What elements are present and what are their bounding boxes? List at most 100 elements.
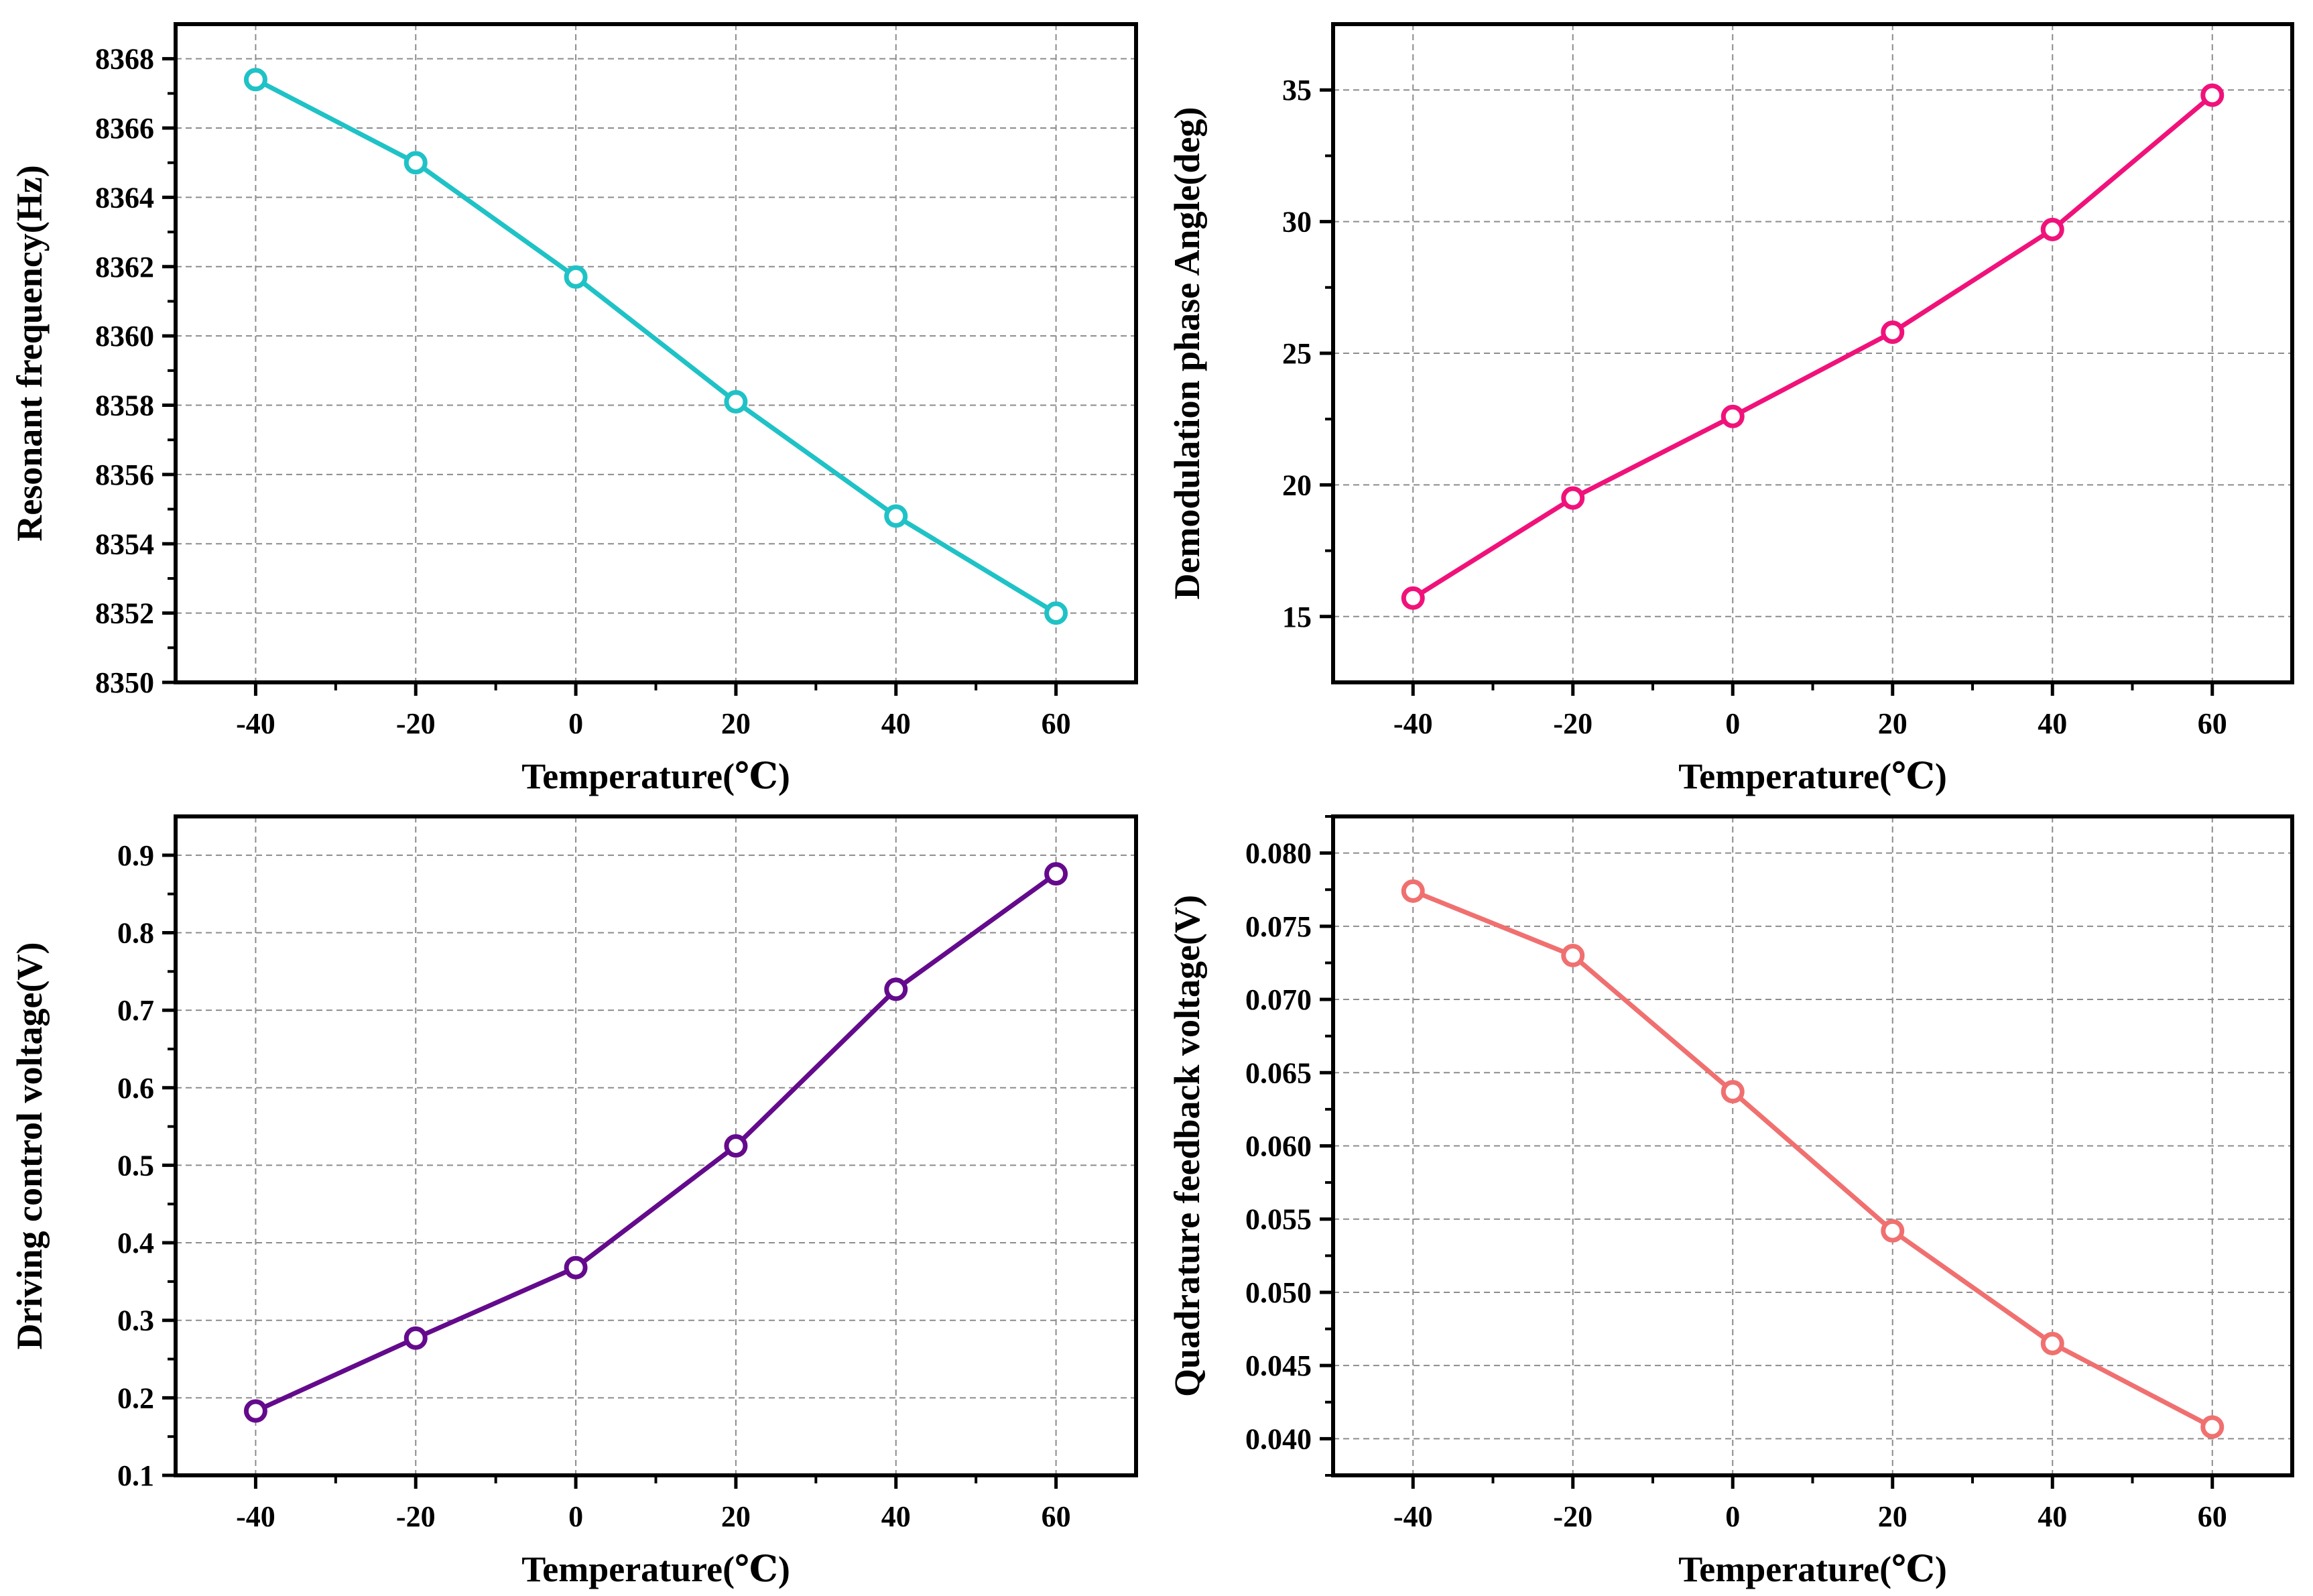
x-tick-label: 40 xyxy=(2038,707,2067,740)
x-tick-label: 40 xyxy=(881,707,911,740)
x-tick-label: 20 xyxy=(1878,707,1908,740)
driving-control-voltage-data-point xyxy=(564,1255,588,1280)
quadrature-feedback-voltage-data-point xyxy=(2040,1331,2064,1355)
x-tick-label: -20 xyxy=(1553,707,1592,740)
demodulation-phase-series-line xyxy=(1412,93,2214,601)
y-tick-label: 8360 xyxy=(95,320,154,353)
driving-control-voltage-data-point xyxy=(243,1399,267,1423)
y-tick-label: 0.045 xyxy=(1245,1349,1312,1382)
resonant-frequency-data-point xyxy=(403,151,428,175)
x-tick-label: 0 xyxy=(1725,1500,1740,1533)
driving-control-voltage-data-point xyxy=(724,1134,748,1158)
quadrature-feedback-voltage-data-point xyxy=(2200,1415,2225,1439)
y-tick-label: 35 xyxy=(1282,74,1312,107)
x-tick-label: 0 xyxy=(1725,707,1740,740)
x-tick-label: 60 xyxy=(1042,707,1071,740)
x-tick-label: 60 xyxy=(2198,707,2227,740)
x-tick-label: -40 xyxy=(1393,1500,1433,1533)
y-tick-label: 8368 xyxy=(95,43,154,76)
resonant-frequency-data-point xyxy=(564,265,588,289)
y-tick-label: 30 xyxy=(1282,206,1312,239)
driving-control-voltage-data-point xyxy=(1044,862,1068,886)
x-axis-title: Temperature(℃) xyxy=(1678,756,1947,796)
y-tick-label: 25 xyxy=(1282,337,1312,370)
demodulation-phase-data-point xyxy=(1881,320,1905,345)
x-tick-label: 0 xyxy=(568,1500,583,1533)
y-tick-label: 8364 xyxy=(95,181,154,214)
y-tick-label: 0.040 xyxy=(1245,1422,1312,1455)
x-tick-label: 40 xyxy=(2038,1500,2067,1533)
y-tick-label: 0.4 xyxy=(117,1227,154,1260)
y-tick-label: 8362 xyxy=(95,251,154,284)
y-tick-label: 8352 xyxy=(95,597,154,630)
quadrature-feedback-voltage-chart: -40 -20 0 20 40 60 0.040 0.045 0.050 0.055 0.060 0.… xyxy=(1167,814,2294,1589)
x-tick-label: -20 xyxy=(1553,1500,1592,1533)
demodulation-phase-data-point xyxy=(2040,217,2064,241)
x-tick-label: 20 xyxy=(1878,1500,1908,1533)
x-tick-label: -20 xyxy=(396,1500,436,1533)
x-tick-label: 20 xyxy=(721,1500,751,1533)
resonant-frequency-series-line xyxy=(254,77,1058,615)
quadrature-feedback-voltage-data-point xyxy=(1401,879,1425,903)
driving-control-voltage-chart: -40 -20 0 20 40 60 0.1 0.2 0.3 0.4 0.5 0.6 0.7 0.8 0.9… xyxy=(9,814,1138,1589)
driving-control-voltage-series-line xyxy=(254,871,1058,1414)
x-axis-title: Temperature(℃) xyxy=(521,756,790,796)
y-tick-label: 8356 xyxy=(95,458,154,491)
y-tick-label: 0.6 xyxy=(117,1072,154,1105)
x-axis-title: Temperature(℃) xyxy=(521,1549,790,1589)
y-tick-label: 0.2 xyxy=(117,1382,154,1414)
quadrature-feedback-voltage-data-point xyxy=(1561,944,1585,968)
plot-frame xyxy=(174,814,1138,1477)
x-tick-label: -40 xyxy=(236,1500,275,1533)
y-tick-label: 8354 xyxy=(95,528,154,560)
y-tick-label: 0.080 xyxy=(1245,837,1312,870)
y-tick-label: 20 xyxy=(1282,469,1312,501)
driving-control-voltage-data-point xyxy=(403,1326,428,1350)
y-tick-label: 0.075 xyxy=(1245,910,1312,943)
driving-control-voltage-data-point xyxy=(884,977,908,1001)
quadrature-feedback-voltage-data-point xyxy=(1881,1219,1905,1243)
y-tick-label: 0.7 xyxy=(117,994,154,1027)
y-tick-label: 0.1 xyxy=(117,1459,154,1492)
demodulation-phase-chart: -40 -20 0 20 40 60 15 20 25 30 35 Temperature(℃) Dem… xyxy=(1167,22,2294,796)
resonant-frequency-data-point xyxy=(884,504,908,528)
x-tick-label: 40 xyxy=(881,1500,911,1533)
demodulation-phase-data-point xyxy=(1721,404,1745,428)
y-tick-label: 0.050 xyxy=(1245,1276,1312,1309)
demodulation-phase-data-point xyxy=(2200,83,2225,107)
y-axis-title: Quadrature feedback voltage(V) xyxy=(1167,895,1207,1397)
resonant-frequency-data-point xyxy=(243,68,267,92)
y-axis-title: Driving control voltage(V) xyxy=(9,942,50,1350)
y-tick-label: 0.5 xyxy=(117,1149,154,1182)
x-tick-label: -20 xyxy=(396,707,436,740)
y-tick-label: 8350 xyxy=(95,666,154,699)
resonant-frequency-data-point xyxy=(1044,601,1068,625)
y-tick-label: 8358 xyxy=(95,389,154,422)
y-tick-label: 0.055 xyxy=(1245,1203,1312,1236)
plot-frame xyxy=(174,22,1138,684)
quadrature-feedback-voltage-data-point xyxy=(1721,1080,1745,1104)
y-tick-label: 0.3 xyxy=(117,1304,154,1337)
resonant-frequency-data-point xyxy=(724,389,748,414)
y-tick-label: 15 xyxy=(1282,601,1312,633)
y-tick-label: 0.060 xyxy=(1245,1130,1312,1163)
y-tick-label: 0.070 xyxy=(1245,983,1312,1016)
y-tick-label: 8366 xyxy=(95,112,154,145)
x-axis-title: Temperature(℃) xyxy=(1678,1549,1947,1589)
demodulation-phase-data-point xyxy=(1561,486,1585,510)
y-tick-label: 0.065 xyxy=(1245,1056,1312,1089)
x-tick-label: 0 xyxy=(568,707,583,740)
demodulation-phase-data-point xyxy=(1401,586,1425,610)
resonant-frequency-chart: -40 -20 0 20 40 60 8350 8352 8354 8356 8358 8360 836… xyxy=(9,22,1138,796)
y-axis-title: Resonant frequency(Hz) xyxy=(9,165,50,541)
y-tick-label: 0.9 xyxy=(117,839,154,872)
x-tick-label: 20 xyxy=(721,707,751,740)
x-tick-label: -40 xyxy=(1393,707,1433,740)
x-tick-label: 60 xyxy=(1042,1500,1071,1533)
y-axis-title: Demodulation phase Angle(deg) xyxy=(1167,107,1207,599)
y-tick-label: 0.8 xyxy=(117,916,154,949)
x-tick-label: -40 xyxy=(236,707,275,740)
x-tick-label: 60 xyxy=(2198,1500,2227,1533)
quadrature-feedback-voltage-series-line xyxy=(1412,889,2214,1430)
